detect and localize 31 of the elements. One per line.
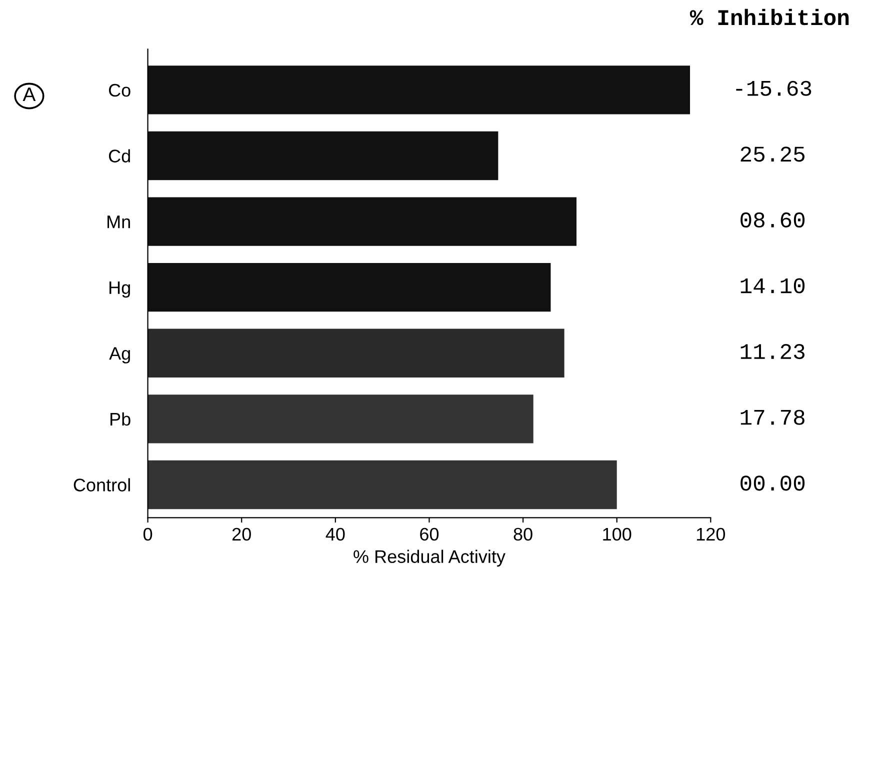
x-tick-label: 40 — [326, 528, 345, 541]
bar — [148, 328, 564, 378]
x-axis-title: % Residual Activity — [354, 550, 506, 567]
text: % Inhibition — [690, 8, 849, 26]
y-tick-label: Pb — [110, 412, 130, 426]
text: 17.78 — [740, 410, 804, 425]
text: 08.60 — [740, 212, 805, 228]
text: 25.25 — [740, 146, 804, 162]
y-tick-label: Hg — [110, 281, 130, 298]
x-tick-label: 60 — [420, 528, 439, 541]
y-tick-label: Ag — [109, 347, 130, 364]
x-tick-label: 0 — [143, 528, 152, 541]
text: 14.10 — [740, 278, 805, 294]
x-tick-label: 20 — [232, 528, 251, 541]
text: -15.63 — [736, 80, 812, 96]
bar — [148, 197, 577, 246]
x-tick-label: 120 — [696, 528, 726, 541]
text: 00.00 — [740, 476, 805, 491]
y-tick-label: Mn — [108, 216, 130, 228]
text: A — [22, 88, 36, 102]
bar — [148, 394, 534, 444]
y-tick-label: Cd — [108, 149, 130, 162]
bar — [148, 66, 690, 114]
bar — [148, 131, 498, 180]
text: 11.23 — [740, 344, 804, 360]
y-tick-label: Co — [108, 84, 130, 97]
y-tick-label: Control — [74, 478, 130, 492]
bar — [148, 262, 551, 312]
x-tick-label: 100 — [603, 528, 632, 541]
x-tick-label: 80 — [514, 528, 532, 541]
bar — [148, 460, 617, 510]
